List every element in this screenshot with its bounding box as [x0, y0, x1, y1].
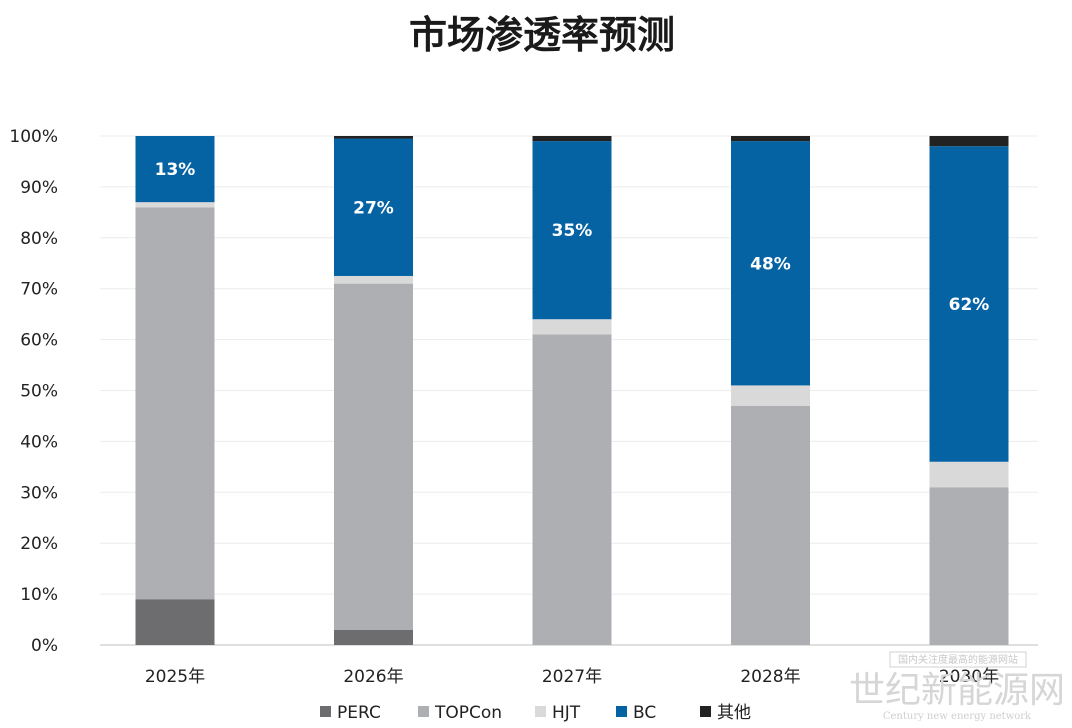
y-tick-label: 30%: [20, 483, 58, 503]
legend: PERC TOPCon HJT BC 其他: [320, 703, 751, 723]
bar-segment-TOPCon: [532, 334, 612, 645]
watermark: 国内关注度最高的能源网站 世纪新能源网 Century new energy n…: [849, 651, 1065, 722]
legend-label: HJT: [552, 703, 581, 723]
bar-segment-其他: [731, 136, 810, 142]
legend-swatch: [700, 706, 711, 717]
bar-segment-其他: [334, 136, 413, 139]
bar-segment-HJT: [929, 461, 1009, 488]
watermark-box: [889, 651, 1027, 668]
bar-segment-PERC: [135, 599, 215, 645]
y-tick-label: 10%: [20, 585, 58, 605]
y-tick-label: 80%: [20, 229, 58, 249]
watermark-sub-text: Century new energy network: [883, 711, 1032, 722]
data-label: 27%: [353, 198, 394, 218]
bar-segment-其他: [929, 136, 1009, 147]
bar-segment-BC: [135, 136, 215, 203]
data-label: 62%: [949, 295, 990, 315]
bar-segment-TOPCon: [929, 487, 1009, 645]
x-tick-label: 2030年: [939, 667, 999, 687]
watermark-main-text: 世纪新能源网: [849, 670, 1065, 711]
x-tick-label: 2025年: [145, 667, 205, 687]
x-tick-label: 2026年: [343, 667, 403, 687]
y-tick-label: 70%: [20, 280, 58, 300]
bar-segment-TOPCon: [334, 283, 413, 630]
bar-segment-BC: [334, 138, 413, 276]
bar-segment-BC: [532, 141, 612, 320]
data-label: 48%: [750, 254, 791, 274]
legend-label: PERC: [337, 703, 381, 723]
y-tick-label: 100%: [9, 127, 58, 147]
bars: [135, 136, 1009, 645]
y-tick-label: 0%: [31, 636, 58, 656]
data-label: 13%: [155, 160, 196, 180]
bar-segment-HJT: [731, 385, 810, 406]
bar-segment-BC: [929, 146, 1009, 462]
x-tick-label: 2028年: [740, 667, 800, 687]
y-tick-label: 50%: [20, 382, 58, 402]
legend-swatch: [320, 706, 331, 717]
bar-segment-PERC: [334, 629, 413, 645]
y-tick-label: 20%: [20, 534, 58, 554]
legend-swatch: [418, 706, 429, 717]
chart-title: 市场渗透率预测: [409, 13, 675, 57]
y-axis: 0% 10% 20% 30% 40% 50% 60% 70% 80% 90% 100%: [9, 127, 58, 656]
legend-label: 其他: [717, 703, 751, 723]
data-label: 35%: [552, 221, 593, 241]
y-tick-label: 90%: [20, 178, 58, 198]
y-tick-label: 60%: [20, 331, 58, 351]
bar-segment-其他: [532, 136, 612, 142]
legend-label: BC: [633, 703, 656, 723]
x-axis: 2025年 2026年 2027年 2028年 2030年: [145, 667, 999, 687]
bar-segment-TOPCon: [731, 405, 810, 645]
bar-segment-HJT: [532, 319, 612, 335]
bar-segment-HJT: [334, 275, 413, 284]
legend-swatch: [616, 706, 627, 717]
x-tick-label: 2027年: [542, 667, 602, 687]
bar-segment-BC: [731, 141, 810, 386]
y-tick-label: 40%: [20, 432, 58, 452]
bar-segment-TOPCon: [135, 207, 215, 600]
data-labels: 13% 27% 35% 48% 62%: [155, 160, 990, 315]
watermark-box-text: 国内关注度最高的能源网站: [898, 653, 1018, 666]
legend-swatch: [535, 706, 546, 717]
legend-label: TOPCon: [434, 703, 502, 723]
bar-segment-HJT: [135, 202, 215, 208]
